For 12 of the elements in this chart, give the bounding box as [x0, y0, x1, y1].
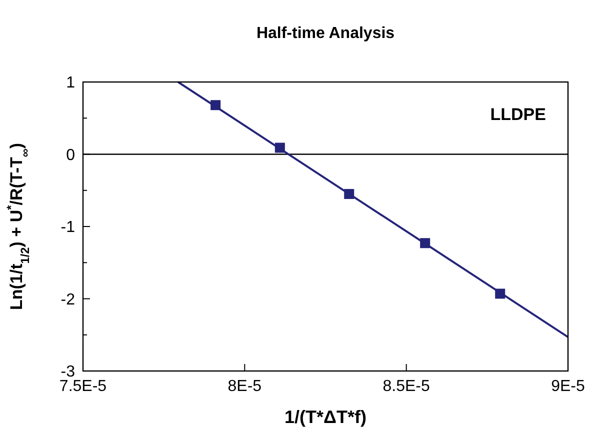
x-tick-label: 7.5E-5 [59, 378, 107, 395]
x-axis-title: 1/(T*ΔT*f) [284, 407, 366, 427]
x-tick-label: 8E-5 [228, 378, 262, 395]
y-tick-label: -1 [60, 219, 76, 236]
chart-title: Half-time Analysis [256, 25, 395, 42]
y-tick-label: -3 [60, 364, 76, 381]
annotation: LLDPE [490, 105, 546, 124]
y-tick-label: 0 [66, 146, 76, 164]
y-tick-label: -2 [60, 291, 76, 308]
y-tick-label: 1 [66, 74, 76, 92]
x-tick-label: 8.5E-5 [382, 378, 430, 395]
x-tick-label: 9E-5 [551, 378, 585, 395]
